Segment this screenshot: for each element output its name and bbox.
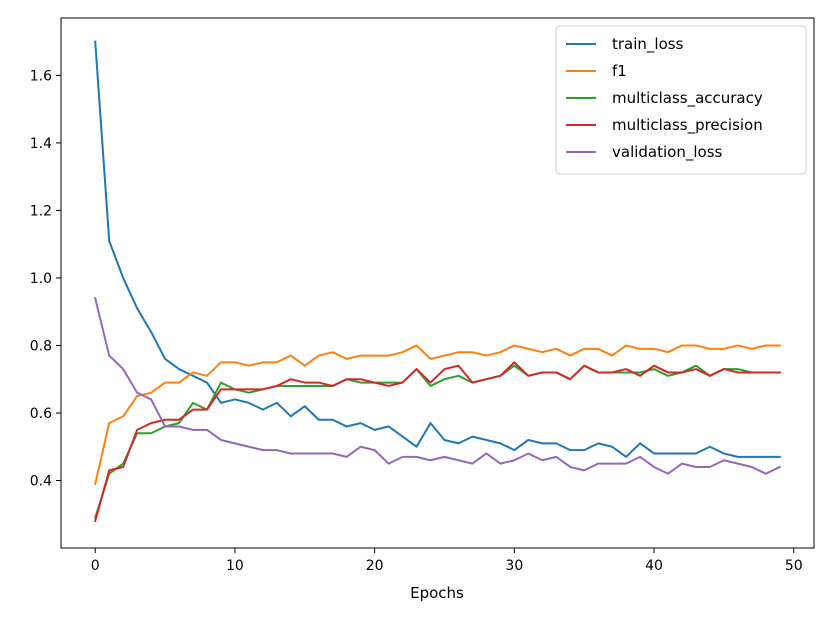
x-axis-label: Epochs (410, 584, 464, 602)
x-tick-label: 0 (91, 558, 100, 574)
x-tick-label: 30 (505, 558, 523, 574)
y-tick-label: 1.0 (30, 271, 52, 287)
y-tick-label: 1.2 (30, 203, 52, 219)
legend-label-validation-loss: validation_loss (612, 143, 723, 162)
legend-label-train-loss: train_loss (612, 35, 684, 54)
legend-box (555, 25, 807, 175)
legend-label-multiclass-accuracy: multiclass_accuracy (612, 89, 763, 108)
y-axis: 0.4 0.6 0.8 1.0 1.2 1.4 1.6 (30, 68, 61, 489)
series-line-multiclass-precision (94, 361, 781, 523)
x-tick-label: 40 (645, 558, 663, 574)
legend-label-f1: f1 (612, 62, 627, 80)
series-line-validation-loss (94, 296, 782, 475)
x-tick-label: 20 (366, 558, 384, 574)
legend-label-multiclass-precision: multiclass_precision (612, 116, 763, 135)
y-tick-label: 1.4 (30, 136, 52, 152)
series-line-train-loss (94, 40, 781, 458)
legend: train_loss f1 multiclass_accuracy multiclas… (555, 25, 807, 175)
series-layer (93, 40, 782, 523)
y-tick-label: 0.4 (30, 473, 52, 489)
series-line-f1 (94, 344, 781, 486)
axes-frame (60, 17, 815, 549)
y-tick-label: 0.6 (30, 406, 52, 422)
x-tick-label: 10 (226, 558, 244, 574)
x-tick-label: 50 (785, 558, 803, 574)
y-tick-label: 0.8 (30, 338, 52, 354)
y-tick-label: 1.6 (30, 68, 52, 84)
x-axis: 0 10 20 30 40 50 (91, 548, 803, 574)
